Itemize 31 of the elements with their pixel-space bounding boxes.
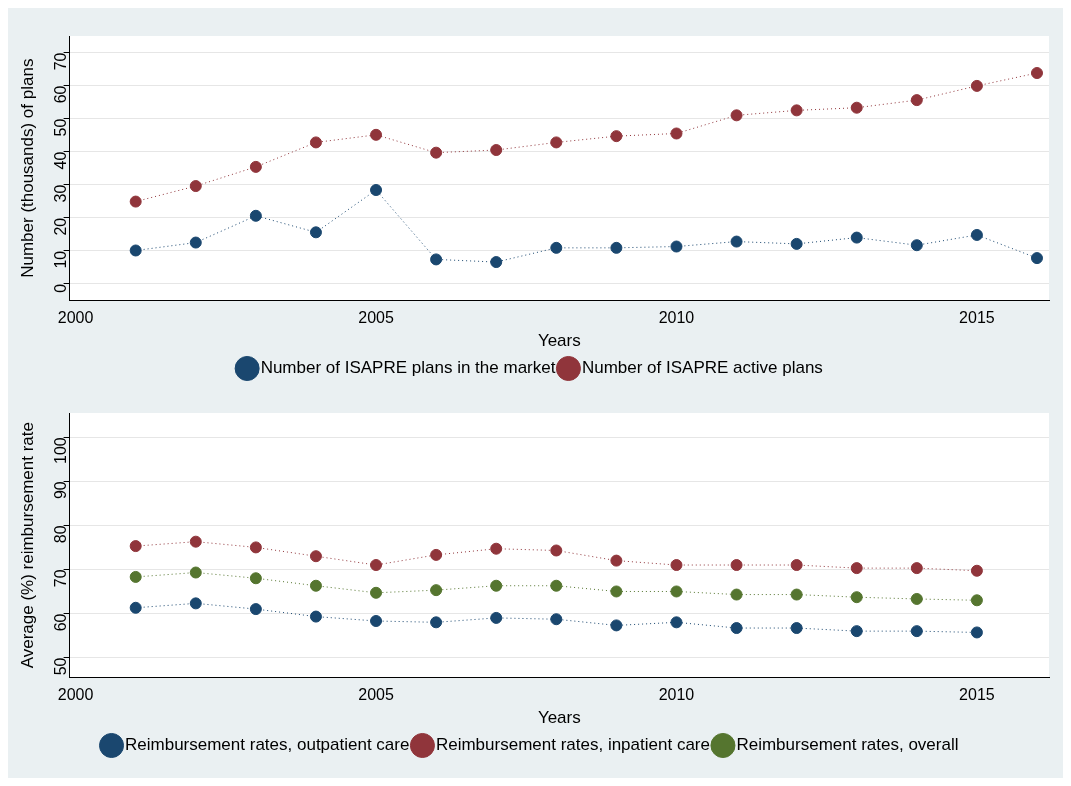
legend-label: Reimbursement rates, overall [736, 735, 959, 755]
legend-label: Number of ISAPRE plans in the market [260, 358, 556, 378]
y-tick-label: 90 [52, 481, 70, 500]
y-tick-label: 70 [52, 569, 70, 588]
y-tick-label: 70 [52, 52, 70, 71]
legend-label: Reimbursement rates, inpatient care [435, 735, 710, 755]
x-tick-label: 2010 [658, 309, 695, 327]
legend-label: Number of ISAPRE active plans [581, 358, 823, 378]
y-tick-label: 60 [52, 85, 70, 104]
y-tick-label: 20 [52, 217, 70, 236]
y-tick-label: 30 [52, 184, 70, 203]
y-axis-title: Number (thousands) of plans [17, 58, 37, 278]
x-tick-label: 2005 [358, 309, 394, 327]
y-tick-label: 80 [52, 525, 70, 544]
y-tick-label: 60 [52, 613, 70, 632]
y-tick-label: 0 [52, 283, 70, 293]
y-tick-label: 50 [52, 657, 70, 676]
x-tick-label: 2005 [358, 686, 394, 704]
y-tick-label: 10 [52, 250, 70, 269]
x-tick-label: 2000 [57, 309, 94, 327]
x-axis-title: Years [537, 331, 581, 351]
x-tick-label: 2015 [959, 686, 995, 704]
y-tick-label: 40 [52, 151, 70, 170]
y-axis-title: Average (%) reimbursement rate [17, 422, 37, 669]
y-tick-label: 100 [52, 437, 70, 464]
x-axis-title: Years [537, 708, 581, 728]
x-tick-label: 2015 [959, 309, 995, 327]
legend-label: Reimbursement rates, outpatient care [125, 735, 410, 755]
x-tick-label: 2000 [57, 686, 94, 704]
y-tick-label: 50 [52, 118, 70, 137]
x-tick-label: 2010 [658, 686, 695, 704]
